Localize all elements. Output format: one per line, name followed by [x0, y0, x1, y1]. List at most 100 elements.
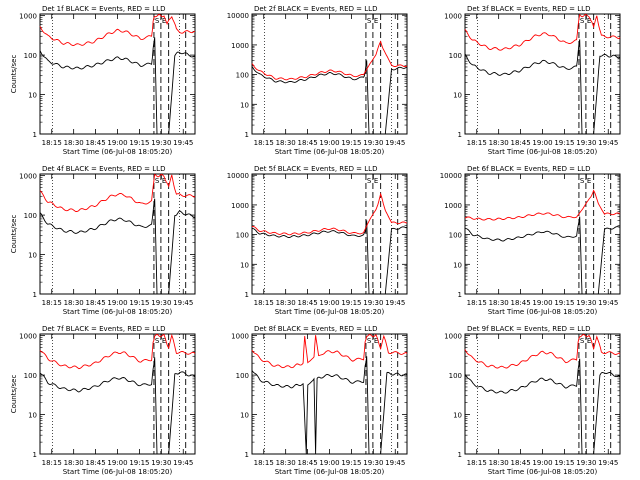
y-tick-label: 1000 — [19, 13, 37, 21]
y-tick-label: 10 — [240, 261, 249, 269]
x-tick-label: 19:00 — [107, 139, 127, 147]
x-axis-label: Start Time (06-Jul-08 18:05:20) — [488, 148, 598, 156]
x-tick-label: 18:15 — [254, 139, 274, 147]
y-tick-label: 1000 — [231, 333, 249, 341]
x-tick-label: 19:30 — [576, 299, 596, 307]
y-tick-label: 100 — [236, 232, 249, 240]
end-marker: E — [587, 337, 591, 345]
x-tick-label: 18:30 — [489, 299, 509, 307]
plot-frame — [251, 13, 408, 135]
x-tick-label: 19:45 — [173, 459, 193, 467]
end-marker: E — [374, 17, 378, 25]
x-tick-label: 19:15 — [554, 459, 574, 467]
detector-panel-2: Det 2f BLACK = Events, RED = LLD 1 10 100 10… — [227, 5, 408, 156]
lld-series-line — [39, 333, 196, 370]
x-tick-label: 19:30 — [576, 459, 596, 467]
x-tick-label: 19:45 — [385, 139, 405, 147]
events-series-line — [464, 39, 621, 135]
x-axis-label: Start Time (06-Jul-08 18:05:20) — [275, 148, 385, 156]
y-tick-label: 1 — [33, 131, 37, 139]
start-marker: S — [367, 17, 372, 25]
x-tick-label: 19:15 — [554, 299, 574, 307]
lld-series-line — [39, 173, 196, 212]
start-marker: S — [580, 17, 585, 25]
x-tick-label: 18:15 — [467, 459, 487, 467]
x-tick-label: 19:00 — [532, 459, 552, 467]
x-tick-label: 18:30 — [64, 459, 84, 467]
x-tick-label: 19:30 — [363, 139, 383, 147]
y-tick-label: 1 — [458, 451, 462, 459]
x-axis-label: Start Time (06-Jul-08 18:05:20) — [63, 468, 173, 476]
x-tick-label: 19:00 — [319, 139, 339, 147]
plot-frame — [464, 333, 621, 455]
panel-title: Det 4f BLACK = Events, RED = LLD — [42, 165, 165, 173]
plot-frame — [39, 173, 196, 295]
y-tick-label: 1000 — [231, 42, 249, 50]
events-series-line — [251, 356, 408, 455]
detector-panel-7: Det 7f BLACK = Events, RED = LLD 1 10 100 10… — [10, 325, 196, 476]
y-tick-label: 1000 — [444, 202, 462, 210]
start-marker: S — [155, 17, 160, 25]
x-tick-label: 18:15 — [467, 299, 487, 307]
lld-series-line — [251, 333, 408, 369]
x-tick-label: 19:15 — [341, 459, 361, 467]
start-marker: S — [580, 337, 585, 345]
panel-title: Det 8f BLACK = Events, RED = LLD — [254, 325, 377, 333]
x-tick-label: 19:15 — [554, 139, 574, 147]
x-tick-label: 18:45 — [85, 459, 105, 467]
lld-series-line — [251, 40, 408, 81]
x-axis-label: Start Time (06-Jul-08 18:05:20) — [488, 468, 598, 476]
x-tick-label: 19:30 — [363, 299, 383, 307]
x-tick-label: 19:30 — [151, 139, 171, 147]
end-marker: E — [374, 177, 378, 185]
y-tick-label: 100 — [24, 52, 37, 60]
detector-panel-5: Det 5f BLACK = Events, RED = LLD 1 10 100 10… — [227, 165, 408, 316]
x-axis-label: Start Time (06-Jul-08 18:05:20) — [63, 148, 173, 156]
detector-panel-3: Det 3f BLACK = Events, RED = LLD 1 10 100 10… — [444, 5, 621, 156]
x-tick-label: 19:15 — [341, 139, 361, 147]
x-tick-label: 19:15 — [129, 299, 149, 307]
y-axis-label: Counts/sec — [10, 55, 18, 94]
x-tick-label: 18:45 — [510, 459, 530, 467]
x-tick-label: 19:45 — [598, 459, 618, 467]
start-marker: S — [580, 177, 585, 185]
y-tick-label: 10000 — [227, 172, 249, 180]
y-tick-label: 1000 — [231, 202, 249, 210]
y-tick-label: 1000 — [444, 13, 462, 21]
x-tick-label: 19:45 — [173, 299, 193, 307]
plot-frame — [251, 173, 408, 295]
lld-series-line — [464, 13, 621, 51]
panel-title: Det 5f BLACK = Events, RED = LLD — [254, 165, 377, 173]
y-tick-label: 100 — [24, 212, 37, 220]
y-tick-label: 1 — [458, 291, 462, 299]
end-marker: E — [374, 337, 378, 345]
x-tick-label: 19:45 — [598, 299, 618, 307]
x-tick-label: 18:45 — [85, 299, 105, 307]
x-tick-label: 19:00 — [532, 139, 552, 147]
y-tick-label: 10000 — [440, 172, 462, 180]
x-axis-label: Start Time (06-Jul-08 18:05:20) — [275, 468, 385, 476]
y-tick-label: 1000 — [19, 333, 37, 341]
plot-frame — [39, 333, 196, 455]
detector-panel-9: Det 9f BLACK = Events, RED = LLD 1 10 100 10… — [444, 325, 621, 476]
x-tick-label: 19:15 — [341, 299, 361, 307]
x-tick-label: 19:15 — [129, 459, 149, 467]
y-tick-label: 100 — [236, 372, 249, 380]
x-tick-label: 18:45 — [85, 139, 105, 147]
x-tick-label: 18:30 — [276, 299, 296, 307]
y-tick-label: 100 — [449, 52, 462, 60]
y-tick-label: 10 — [28, 252, 37, 260]
y-tick-label: 10 — [28, 92, 37, 100]
events-series-line — [39, 198, 196, 295]
y-tick-label: 10 — [28, 412, 37, 420]
x-tick-label: 19:00 — [107, 459, 127, 467]
x-tick-label: 18:15 — [467, 139, 487, 147]
plot-frame — [464, 173, 621, 295]
end-marker: E — [162, 337, 166, 345]
detector-panel-8: Det 8f BLACK = Events, RED = LLD 1 10 100 10… — [231, 325, 408, 476]
y-tick-label: 1 — [245, 131, 249, 139]
panel-title: Det 3f BLACK = Events, RED = LLD — [467, 5, 590, 13]
start-marker: S — [155, 177, 160, 185]
start-marker: S — [367, 177, 372, 185]
